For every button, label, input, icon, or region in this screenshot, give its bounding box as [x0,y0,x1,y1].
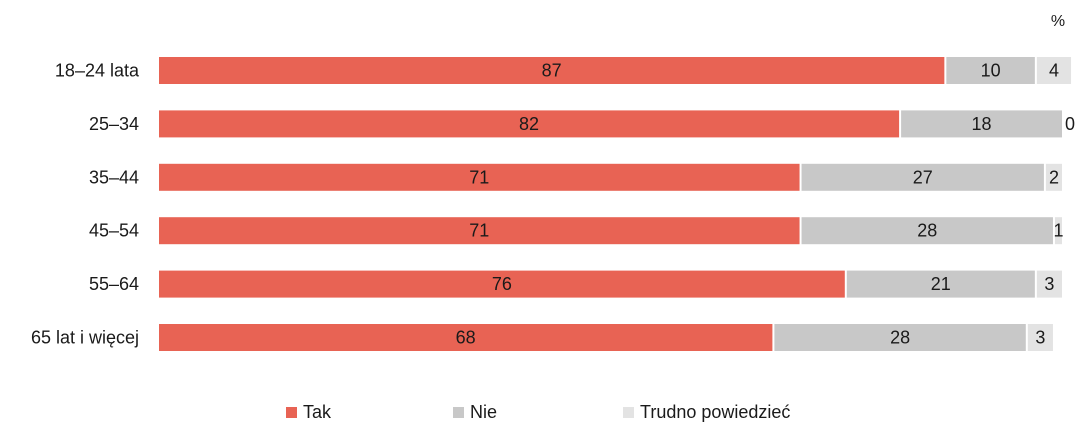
legend-item-nie: Nie [453,402,497,423]
value-label-trudno-powiedziec: 3 [1044,274,1054,294]
bar-segment-tak [159,270,845,298]
category-label: 35–44 [89,167,139,187]
legend-swatch-nie [453,407,464,418]
value-label-tak: 82 [519,114,539,134]
bar-segment-trudno-powiedziec [1036,270,1062,298]
value-label-trudno-powiedziec: 3 [1035,328,1045,348]
bar-segment-tak [159,217,800,245]
legend-label-trudno-powiedziec: Trudno powiedzieć [640,402,791,422]
category-label: 18–24 lata [55,61,140,81]
bar-segment-nie [946,57,1035,84]
value-label-nie: 10 [981,61,1001,81]
bar-segment-trudno-powiedziec [1027,324,1053,351]
legend-item-trudno-powiedziec: Trudno powiedzieć [623,402,790,423]
value-label-tak: 76 [492,274,512,294]
bar-segment-nie [801,217,1053,245]
category-label: 45–54 [89,221,139,241]
bar-segment-nie [846,270,1035,298]
legend-label-tak: Tak [303,402,332,422]
category-label: 65 lat i więcej [31,328,139,348]
bar-segment-nie [801,163,1044,191]
value-label-nie: 28 [890,328,910,348]
value-label-tak: 87 [542,61,562,81]
value-label-trudno-powiedziec: 4 [1049,61,1059,81]
bar-segment-tak [159,324,773,351]
legend-swatch-tak [286,407,297,418]
bar-segment-tak [159,57,945,84]
value-label-nie: 27 [913,167,933,187]
value-label-trudno-powiedziec: 0 [1065,114,1075,134]
legend: Tak Nie Trudno powiedzieć [0,402,1078,424]
bar-segment-trudno-powiedziec [1054,217,1062,245]
value-label-trudno-powiedziec: 1 [1053,221,1063,241]
unit-label: % [1051,13,1065,30]
value-label-nie: 28 [917,221,937,241]
bar-segment-tak [159,110,900,138]
value-label-tak: 68 [456,328,476,348]
value-label-tak: 71 [469,167,489,187]
bars-group: 18–24 lata 87 10 4 25–34 82 18 0 35–44 71 27 2 45–54… [31,57,1075,351]
legend-label-nie: Nie [470,402,498,422]
value-label-nie: 18 [972,114,992,134]
bar-segment-nie [901,110,1062,138]
bar-segment-tak [159,163,800,191]
legend-item-tak: Tak [286,402,331,423]
legend-swatch-trudno-powiedziec [623,407,634,418]
value-label-tak: 71 [469,221,489,241]
bar-segment-trudno-powiedziec [1045,163,1062,191]
category-label: 55–64 [89,274,139,294]
value-label-trudno-powiedziec: 2 [1049,167,1059,187]
bar-segment-trudno-powiedziec [1036,57,1072,84]
bar-segment-nie [774,324,1026,351]
value-label-nie: 21 [931,274,951,294]
category-label: 25–34 [89,114,139,134]
